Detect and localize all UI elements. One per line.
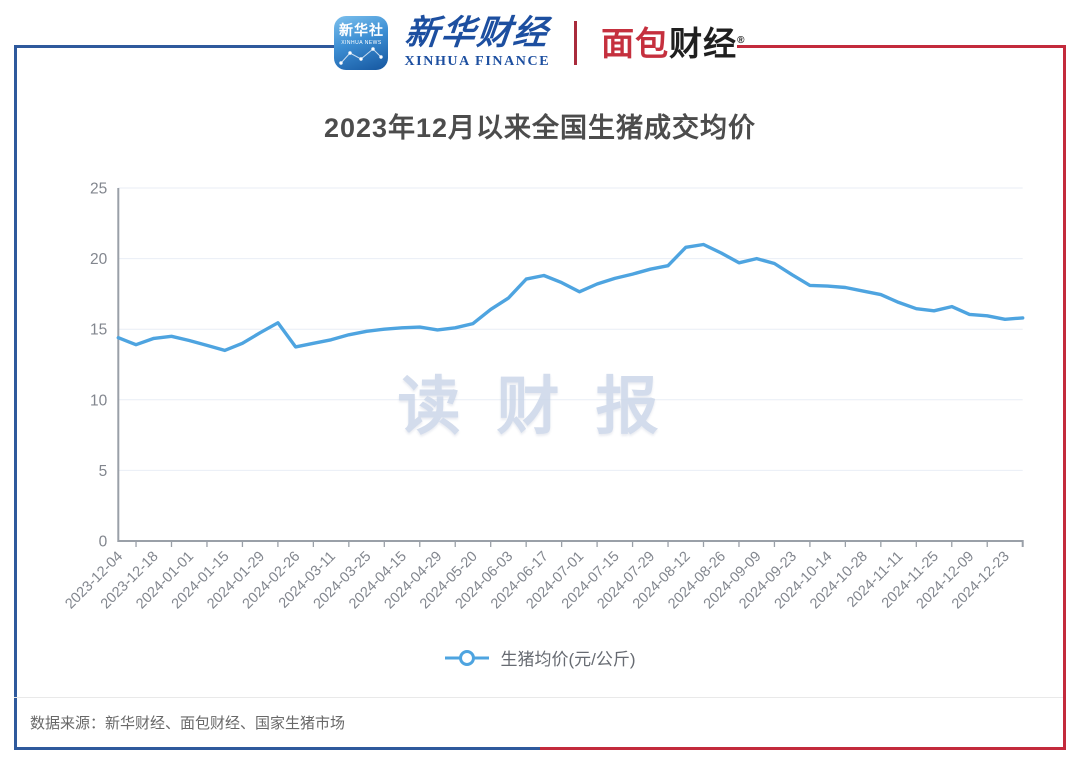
mianbao-caijing-part2: 财经 <box>669 24 738 62</box>
xinhua-finance-cn: 新华财经 <box>403 15 552 52</box>
xinhua-news-icon-sublabel: XINHUA NEWS <box>341 40 382 46</box>
legend-line-circle-marker <box>445 649 490 666</box>
y-axis-label: 10 <box>90 392 108 409</box>
page-title: 2023年12月以来全国生猪成交均价 <box>323 113 757 143</box>
y-axis-label: 15 <box>90 322 107 339</box>
pig-price-series-line[interactable] <box>116 242 1025 353</box>
frame-border-right <box>1063 45 1066 750</box>
legend-label: 生猪均价(元/公斤) <box>500 650 636 669</box>
x-axis-labels: 2023-12-042023-12-182024-01-012024-01-15… <box>62 549 1012 613</box>
frame-border-left <box>14 45 17 750</box>
y-axis-label: 5 <box>99 463 108 480</box>
data-source-text: 数据来源：新华财经、面包财经、国家生猪市场 <box>30 715 346 732</box>
xinhua-news-icon-label: 新华社 <box>338 22 384 38</box>
frame-border-top-left <box>14 45 338 48</box>
logo-divider <box>574 21 578 65</box>
y-axis-label: 0 <box>99 534 108 551</box>
xinhua-news-app-icon: 新华社 XINHUA NEWS <box>334 16 389 70</box>
frame-border-bottom <box>14 747 1066 750</box>
y-axis-label: 25 <box>90 181 107 198</box>
x-axis-ticks <box>135 541 988 547</box>
footer-divider <box>14 697 1063 698</box>
constellation-icon <box>339 47 384 65</box>
y-axis-label: 20 <box>90 251 108 268</box>
y-axis-labels: 0 5 10 15 20 25 <box>90 181 108 551</box>
mianbao-caijing-part1: 面包 <box>601 24 670 62</box>
registered-mark: ® <box>737 34 746 46</box>
axes <box>117 188 1024 547</box>
frame-border-top-right <box>737 45 1066 48</box>
xinhua-finance-en: XINHUA FINANCE <box>404 54 551 69</box>
grid-lines <box>118 187 1023 471</box>
legend-item-pig-price[interactable]: 生猪均价(元/公斤) <box>0 645 1080 670</box>
price-line-chart[interactable]: 0 5 10 15 20 25 2023-12-042023-12-182024-01-01… <box>14 150 1066 690</box>
mianbao-caijing-logo: 面包财经® <box>601 27 745 60</box>
header-logos: 新华社 XINHUA NEWS 新华财经 XINHUA FINANCE 面包财经… <box>0 8 1080 78</box>
xinhua-finance-logo: 新华财经 XINHUA FINANCE <box>403 15 552 69</box>
